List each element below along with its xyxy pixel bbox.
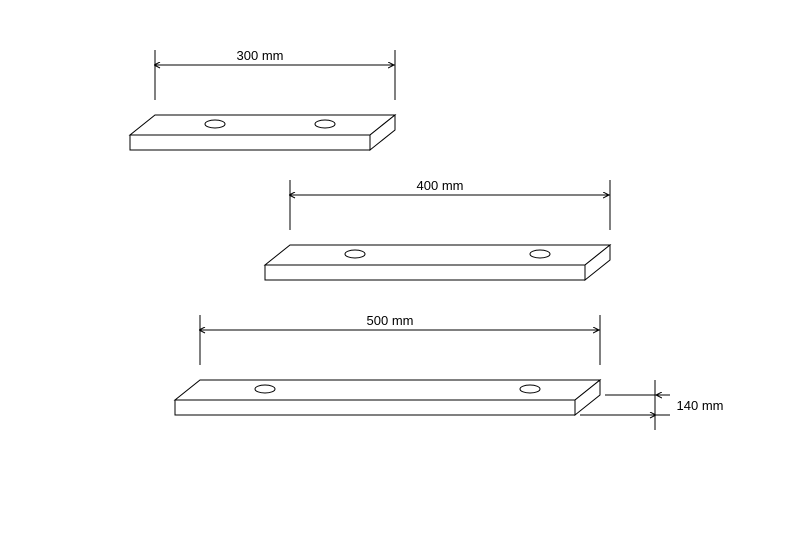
diagram-container: 300 mm 400 mm 500 mm 14 bbox=[0, 0, 800, 533]
mount-hole bbox=[255, 385, 275, 393]
technical-drawing: 300 mm 400 mm 500 mm 14 bbox=[0, 0, 800, 533]
dim-label-400: 400 mm bbox=[417, 178, 464, 193]
mount-hole bbox=[520, 385, 540, 393]
shelf-300: 300 mm bbox=[130, 48, 395, 150]
front-face bbox=[175, 400, 575, 415]
front-face bbox=[130, 135, 370, 150]
mount-hole bbox=[205, 120, 225, 128]
dim-label-500: 500 mm bbox=[367, 313, 414, 328]
mount-hole bbox=[530, 250, 550, 258]
top-face bbox=[265, 245, 610, 265]
top-face bbox=[130, 115, 395, 135]
shelf-500: 500 mm bbox=[175, 313, 600, 415]
shelf-400: 400 mm bbox=[265, 178, 610, 280]
width-dim-140: 140 mm bbox=[580, 380, 723, 430]
dim-label-300: 300 mm bbox=[237, 48, 284, 63]
mount-hole bbox=[345, 250, 365, 258]
mount-hole bbox=[315, 120, 335, 128]
dim-label-140: 140 mm bbox=[677, 398, 724, 413]
front-face bbox=[265, 265, 585, 280]
